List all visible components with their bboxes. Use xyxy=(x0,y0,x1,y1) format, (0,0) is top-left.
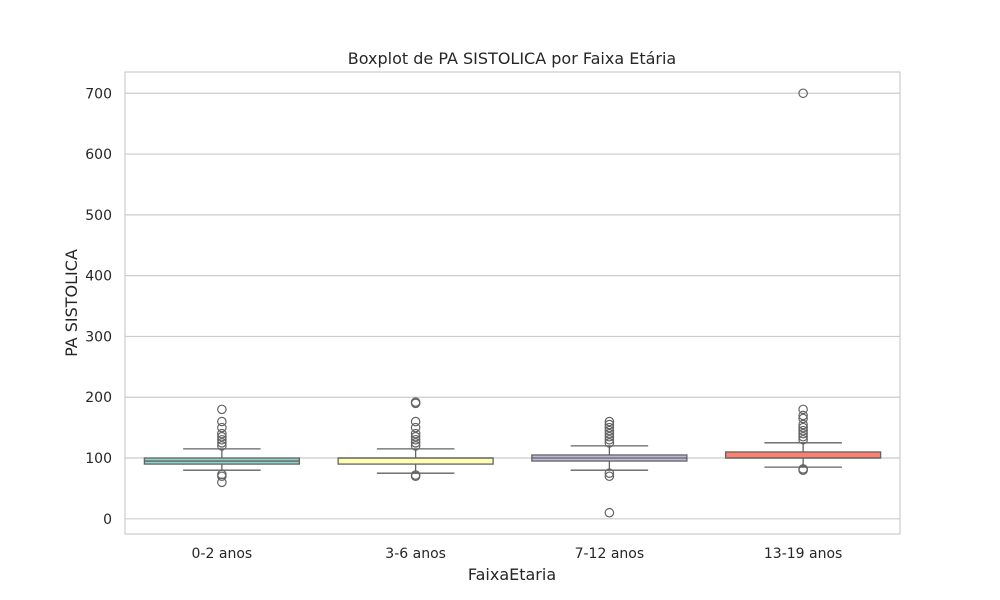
outlier-point xyxy=(410,441,421,451)
y-tick-label: 200 xyxy=(85,390,112,406)
y-tick-label: 400 xyxy=(85,269,112,285)
outlier-point xyxy=(604,471,615,482)
outlier-point xyxy=(410,438,421,448)
plot-frame xyxy=(124,71,901,535)
outlier-point xyxy=(798,419,808,430)
outlier-point xyxy=(217,428,227,439)
outlier-point xyxy=(217,438,227,448)
outlier-point xyxy=(217,434,227,445)
outlier-point xyxy=(410,434,421,445)
outlier-point xyxy=(604,416,615,427)
chart-title: Boxplot de PA SISTOLICA por Faixa Etária xyxy=(348,49,676,68)
x-tick-label: 7-12 anos xyxy=(575,546,645,562)
outlier-point xyxy=(798,410,808,421)
boxes xyxy=(143,88,882,518)
outlier-point xyxy=(410,416,421,427)
outlier-point xyxy=(217,422,227,433)
y-tick-labels: 0 100 200 300 400 500 600 700 xyxy=(85,86,112,528)
y-axis-label: PA SISTOLICA xyxy=(62,249,81,357)
outlier-point xyxy=(604,434,615,445)
outlier-point xyxy=(798,422,808,433)
box-4 xyxy=(724,88,882,475)
outlier-point xyxy=(217,469,227,480)
outlier-point xyxy=(798,425,808,436)
outlier-point xyxy=(604,431,615,442)
outlier-point xyxy=(798,464,808,474)
box-1 xyxy=(143,404,301,488)
iqr-box xyxy=(337,457,494,465)
y-tick-label: 0 xyxy=(103,512,112,528)
box-2 xyxy=(337,397,494,482)
outlier-point xyxy=(798,431,808,442)
outlier-point xyxy=(798,88,808,99)
outlier-point xyxy=(604,419,615,430)
box-3 xyxy=(531,416,688,518)
y-tick-label: 500 xyxy=(85,208,112,224)
outlier-point xyxy=(410,470,421,480)
outlier-point xyxy=(217,416,227,427)
x-axis-label: FaixaEtaria xyxy=(468,565,556,584)
outlier-point xyxy=(217,404,227,415)
outlier-point xyxy=(410,397,421,407)
outlier-point xyxy=(410,431,421,442)
outlier-point xyxy=(798,413,808,424)
outlier-point xyxy=(217,431,227,442)
y-tick-label: 700 xyxy=(85,86,112,102)
outlier-point xyxy=(604,438,615,448)
outlier-point xyxy=(604,468,615,479)
outlier-point xyxy=(604,425,615,436)
outlier-point xyxy=(604,422,615,433)
x-tick-label: 3-6 anos xyxy=(385,546,446,562)
outlier-point xyxy=(217,441,227,451)
outlier-point xyxy=(410,422,421,433)
outlier-point xyxy=(798,428,808,439)
outlier-point xyxy=(798,404,808,415)
iqr-box xyxy=(724,451,882,459)
y-tick-label: 600 xyxy=(85,147,112,163)
outlier-point xyxy=(604,507,615,518)
y-tick-label: 300 xyxy=(85,329,112,345)
outlier-point xyxy=(410,428,421,439)
outlier-point xyxy=(604,428,615,439)
x-tick-label: 0-2 anos xyxy=(192,546,253,562)
x-tick-labels: 0-2 anos 3-6 anos 7-12 anos 13-19 anos xyxy=(192,546,843,562)
y-tick-label: 100 xyxy=(85,451,112,467)
outlier-point xyxy=(798,434,808,445)
x-tick-label: 13-19 anos xyxy=(764,546,842,562)
